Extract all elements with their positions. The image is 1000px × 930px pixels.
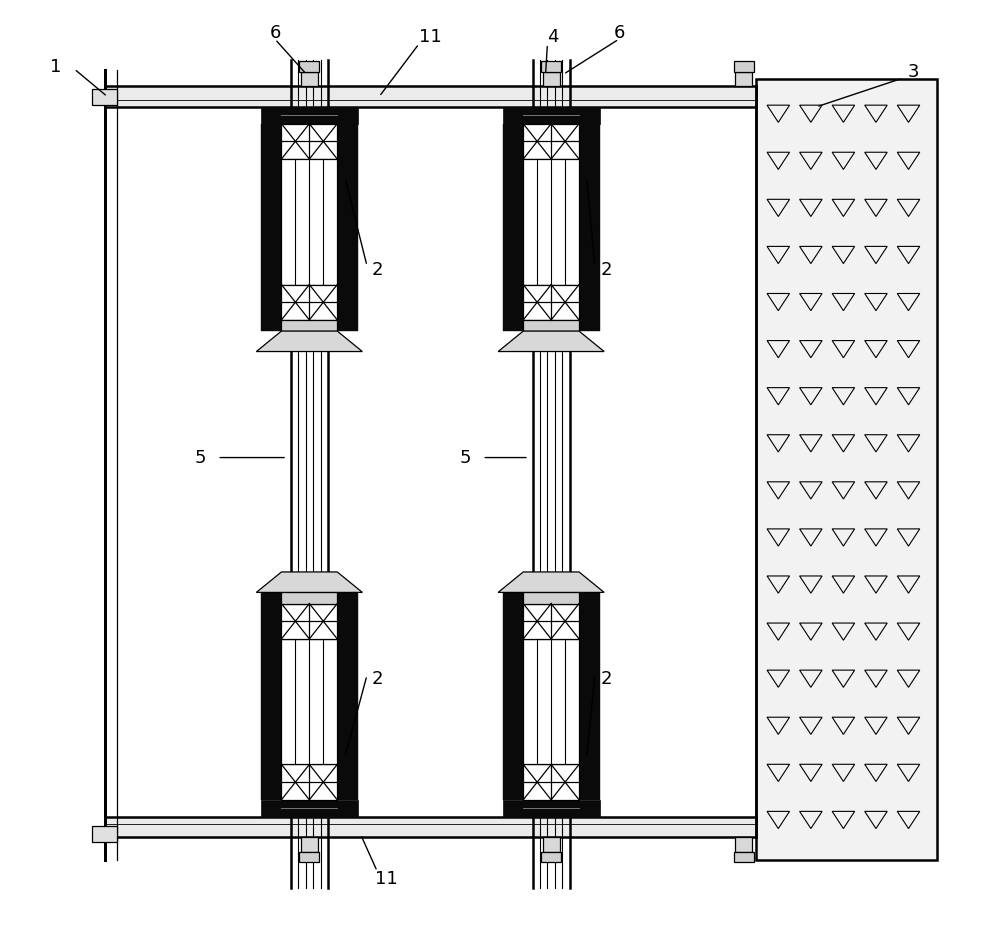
Bar: [541, 852, 561, 862]
Text: 2: 2: [600, 260, 612, 279]
Bar: [261, 107, 358, 124]
Bar: [579, 124, 600, 331]
Bar: [105, 817, 756, 837]
Bar: [261, 592, 281, 800]
Bar: [503, 800, 600, 817]
Bar: [281, 159, 337, 285]
Bar: [281, 285, 337, 320]
Bar: [543, 837, 560, 852]
Bar: [735, 72, 752, 86]
Polygon shape: [498, 331, 604, 352]
Bar: [579, 592, 600, 800]
Bar: [523, 159, 579, 285]
Bar: [523, 592, 579, 604]
Bar: [261, 124, 281, 331]
Polygon shape: [256, 572, 362, 592]
Text: 11: 11: [375, 870, 398, 888]
Bar: [281, 639, 337, 764]
Bar: [503, 592, 523, 800]
Bar: [523, 124, 579, 159]
Bar: [523, 320, 579, 331]
Bar: [301, 837, 318, 852]
Bar: [281, 320, 337, 331]
Bar: [503, 124, 523, 331]
Bar: [734, 852, 754, 862]
Bar: [261, 800, 358, 817]
Bar: [92, 89, 117, 105]
Bar: [337, 124, 358, 331]
Text: 1: 1: [50, 58, 61, 76]
Bar: [735, 837, 752, 852]
Bar: [734, 61, 754, 72]
Bar: [299, 852, 319, 862]
Bar: [281, 764, 337, 800]
Text: 11: 11: [419, 28, 442, 46]
Text: 2: 2: [600, 670, 612, 688]
Bar: [523, 604, 579, 639]
Bar: [541, 61, 561, 72]
Text: 6: 6: [613, 23, 625, 42]
Polygon shape: [256, 331, 362, 352]
Bar: [523, 639, 579, 764]
Bar: [756, 79, 937, 860]
Bar: [281, 604, 337, 639]
Bar: [301, 72, 318, 86]
Bar: [92, 826, 117, 842]
Bar: [337, 592, 358, 800]
Bar: [523, 764, 579, 800]
Bar: [503, 107, 600, 124]
Text: 5: 5: [195, 448, 206, 467]
Bar: [299, 61, 319, 72]
Text: 5: 5: [460, 448, 471, 467]
Text: 2: 2: [371, 670, 383, 688]
Bar: [105, 86, 756, 107]
Bar: [281, 124, 337, 159]
Text: 4: 4: [547, 28, 559, 46]
Text: 6: 6: [269, 23, 281, 42]
Bar: [543, 72, 560, 86]
Bar: [281, 592, 337, 604]
Text: 2: 2: [371, 260, 383, 279]
Text: 3: 3: [908, 62, 920, 81]
Polygon shape: [498, 572, 604, 592]
Bar: [523, 285, 579, 320]
